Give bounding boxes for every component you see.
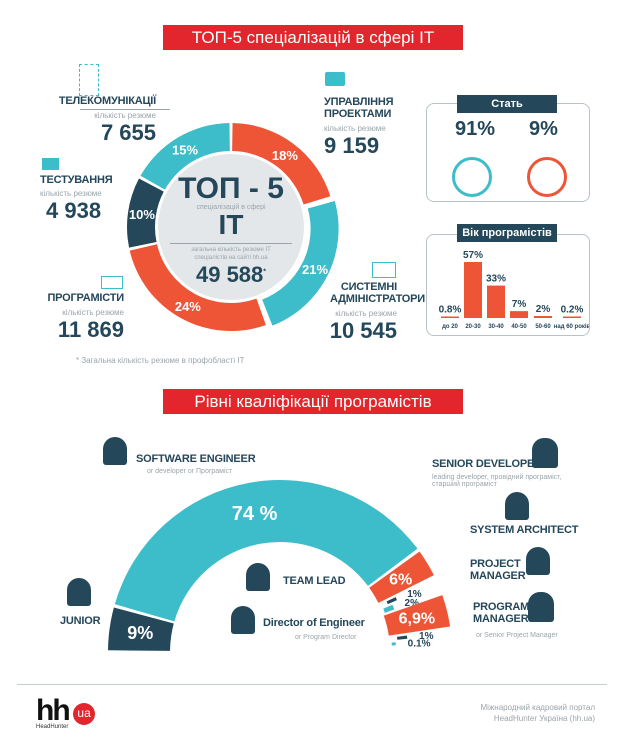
system-architect-icon	[505, 492, 529, 520]
center-title: ТОП - 5	[178, 172, 284, 205]
age-category-label: до 20	[442, 324, 458, 330]
level-segment	[391, 642, 396, 646]
gender-title: Стать програмістів	[457, 95, 557, 128]
top5-banner: ТОП-5 спеціалізацій в сфері IT	[163, 25, 463, 50]
donut-slice-label: 10%	[129, 207, 155, 222]
testing-icon	[42, 158, 59, 170]
donut-slice	[140, 123, 230, 190]
project-manager-label: PROJECT MANAGER	[470, 558, 526, 582]
center-sub: спеціалізацій в сфері	[196, 204, 266, 211]
label-telecom: ТЕЛЕКОМУНІКАЦІЇ кількість резюме 7 655	[50, 95, 170, 146]
donut-slice-label: 15%	[172, 143, 198, 158]
senior-developer-label: SENIOR DEVELOPER	[432, 458, 542, 470]
age-bar-value: 7%	[512, 299, 527, 310]
junior-icon	[67, 578, 91, 606]
age-category-label: 40-50	[511, 324, 527, 330]
director-label: Director of Engineer	[263, 617, 365, 629]
software-engineer-icon	[103, 437, 127, 465]
donut-slice	[262, 200, 339, 326]
label-testing: ТЕСТУВАННЯ кількість резюме 4 938	[40, 174, 113, 223]
label-pm: УПРАВЛІННЯ ПРОЕКТАМИ кількість резюме 9 …	[324, 96, 394, 158]
level-segment	[114, 480, 418, 622]
age-bar	[534, 316, 552, 318]
project-manager-icon	[526, 547, 550, 575]
age-bar-value: 0.8%	[439, 305, 462, 316]
age-bar-value: 33%	[486, 274, 506, 285]
monitor-icon	[372, 262, 396, 278]
footer-text: Міжнародний кадровий портал HeadHunter У…	[480, 703, 595, 723]
level-segment-label: 6,9%	[399, 610, 435, 627]
team-lead-icon	[246, 563, 270, 591]
program-manager-sub: or Senior Project Manager	[476, 632, 558, 639]
senior-developer-sub: leading developer, провідний програміст,…	[432, 474, 562, 488]
director-icon	[231, 606, 255, 634]
center-total: 49 588*	[195, 262, 267, 287]
donut-slice	[232, 123, 331, 205]
keyboard-icon	[101, 276, 123, 289]
level-segment-label: 74 %	[232, 503, 278, 525]
level-segment-label: 2%	[405, 598, 420, 609]
age-bar-value: 2%	[536, 304, 551, 315]
age-category-label: 50-60	[535, 324, 551, 330]
senior-developer-icon	[532, 438, 558, 468]
female-pct: 9%	[529, 118, 558, 140]
level-segment-label: 0.1%	[408, 638, 431, 649]
donut-slice-label: 21%	[302, 262, 328, 277]
program-manager-label: PROGRAM MANAGER	[473, 601, 530, 625]
level-segment-label: 6%	[389, 571, 412, 588]
male-pct: 91%	[455, 118, 496, 140]
program-manager-icon	[528, 592, 554, 622]
software-engineer-label: SOFTWARE ENGINEER	[136, 453, 256, 465]
center-it: IT	[218, 209, 244, 240]
age-bar	[510, 311, 528, 318]
age-bar	[441, 316, 459, 318]
donut-center-disc	[158, 154, 304, 300]
age-bar-value: 0.2%	[561, 305, 584, 316]
levels-banner: Рівні кваліфікації програмістів	[163, 389, 463, 414]
level-segment	[369, 551, 434, 603]
label-programmers: ПРОГРАМІСТИ кількість резюме 11 869	[47, 292, 124, 342]
male-icon	[452, 157, 492, 197]
age-category-label: 30-40	[488, 324, 504, 330]
level-segment	[397, 635, 408, 640]
donut-center: ТОП - 5 спеціалізацій в сфері IT загальн…	[156, 174, 306, 288]
level-segment-label: 9%	[127, 623, 153, 643]
director-sub: or Program Director	[295, 634, 357, 641]
donut-slice-label: 18%	[272, 148, 298, 163]
donut-slice-label: 24%	[175, 299, 201, 314]
level-segment	[383, 604, 395, 613]
software-engineer-sub: or developer or Програміст	[147, 468, 233, 475]
age-title: Вік програмістів	[457, 224, 557, 242]
telecom-icon	[79, 64, 99, 96]
age-box	[426, 234, 590, 336]
age-category-label: над 60 років	[554, 324, 591, 330]
hh-logo: hh ua HeadHunter	[36, 694, 96, 730]
footer-divider	[17, 684, 607, 685]
age-bar-value: 57%	[463, 250, 483, 261]
level-segment	[108, 607, 174, 651]
level-segment-label: 1%	[407, 589, 422, 600]
age-category-label: 20-30	[465, 324, 481, 330]
footnote: * Загальна кількість резюме в профобласт…	[76, 356, 245, 365]
level-segment-label: 1%	[419, 631, 434, 642]
level-segment	[383, 595, 451, 636]
donut-slice	[126, 178, 164, 248]
system-architect-label: SYSTEM ARCHITECT	[470, 524, 579, 536]
briefcase-icon	[325, 72, 345, 86]
age-bar	[487, 285, 505, 318]
age-bar	[563, 316, 581, 318]
team-lead-label: TEAM LEAD	[283, 575, 346, 587]
label-sysadmin: СИСТЕМНІ АДМІНІСТРАТОРИ кількість резюме…	[329, 281, 426, 343]
junior-label: JUNIOR	[60, 615, 101, 627]
donut-slice	[129, 244, 266, 332]
female-icon	[527, 157, 567, 197]
age-bar	[464, 262, 482, 318]
center-note: загальна кількість резюме IT спеціалісті…	[191, 247, 271, 261]
level-segment	[386, 597, 397, 605]
